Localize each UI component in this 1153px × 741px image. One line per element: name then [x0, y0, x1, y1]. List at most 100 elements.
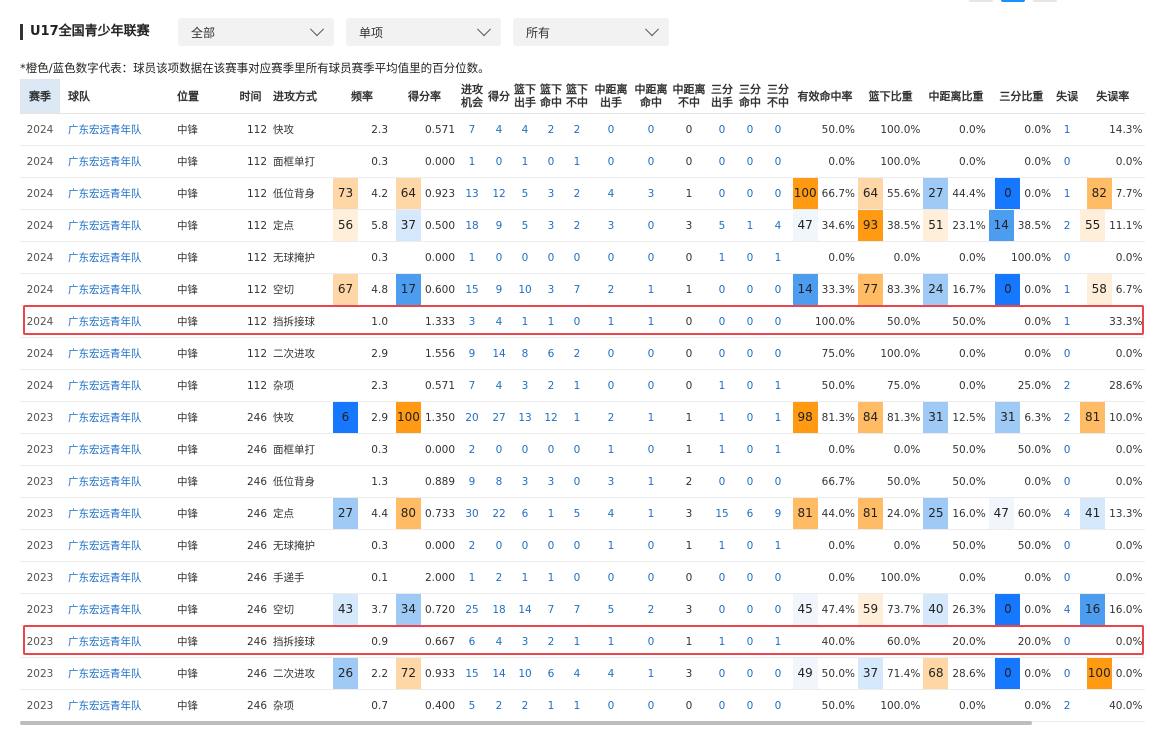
mid-attempts-link[interactable]: 2	[590, 273, 632, 306]
column-header[interactable]: 三分出手	[708, 79, 736, 114]
rim-makes-link[interactable]: 0	[538, 529, 564, 562]
mid-attempts-link[interactable]: 4	[590, 497, 632, 530]
rim-attempts-link[interactable]: 4	[512, 113, 538, 146]
rim-misses-link[interactable]: 0	[564, 433, 590, 466]
column-header[interactable]: 失误率	[1080, 79, 1146, 114]
column-header[interactable]: 篮下出手	[512, 79, 538, 114]
rim-attempts-link[interactable]: 0	[512, 433, 538, 466]
three-makes-link[interactable]: 0	[736, 273, 764, 306]
possessions-link[interactable]: 1	[458, 145, 486, 178]
column-header[interactable]: 进攻机会	[458, 79, 486, 114]
table-row[interactable]: 2024 广东宏远青年队 中锋 112 杂项 2.3 0.571 7 4 3 2 1 0 0 0 1 0 1 50.…	[20, 369, 1146, 402]
points-link[interactable]: 4	[486, 625, 512, 658]
possessions-link[interactable]: 9	[458, 465, 486, 498]
mid-attempts-link[interactable]: 0	[590, 337, 632, 370]
turnovers-link[interactable]: 1	[1054, 273, 1081, 306]
horizontal-scrollbar[interactable]	[20, 721, 1032, 725]
mid-makes-link[interactable]: 1	[632, 273, 670, 306]
column-header[interactable]: 篮下命中	[538, 79, 564, 114]
points-link[interactable]: 8	[486, 465, 512, 498]
three-attempts-link[interactable]: 1	[708, 241, 736, 274]
rim-misses-link[interactable]: 0	[564, 305, 590, 338]
points-link[interactable]: 18	[486, 593, 512, 626]
table-row[interactable]: 2023 广东宏远青年队 中锋 246 定点 27 4.4 80 0.733 30 22 6 1 5 4 1 3…	[20, 497, 1146, 530]
team-link[interactable]: 广东宏远青年队	[60, 337, 173, 370]
table-row[interactable]: 2024 广东宏远青年队 中锋 112 空切 67 4.8 17 0.600 15 9 10 3 7 2 1 1…	[20, 273, 1146, 306]
mid-makes-link[interactable]: 1	[632, 497, 670, 530]
turnovers-link[interactable]: 2	[1054, 209, 1081, 242]
points-link[interactable]: 0	[486, 145, 512, 178]
mid-attempts-link[interactable]: 0	[590, 561, 632, 594]
possessions-link[interactable]: 30	[458, 497, 486, 530]
team-link[interactable]: 广东宏远青年队	[60, 209, 173, 242]
three-misses-link[interactable]: 0	[764, 689, 792, 722]
turnovers-link[interactable]: 0	[1054, 625, 1081, 658]
rim-attempts-link[interactable]: 3	[512, 465, 538, 498]
rim-makes-link[interactable]: 1	[538, 497, 564, 530]
turnovers-link[interactable]: 4	[1054, 497, 1081, 530]
mid-attempts-link[interactable]: 1	[590, 305, 632, 338]
table-row[interactable]: 2023 广东宏远青年队 中锋 246 杂项 0.7 0.400 5 2 2 1 1 0 0 0 0 0 0 50.…	[20, 689, 1146, 722]
team-link[interactable]: 广东宏远青年队	[60, 433, 173, 466]
table-row[interactable]: 2023 广东宏远青年队 中锋 246 空切 43 3.7 34 0.720 25 18 14 7 7 5 2…	[20, 593, 1146, 626]
three-misses-link[interactable]: 0	[764, 465, 792, 498]
three-makes-link[interactable]: 0	[736, 401, 764, 434]
possessions-link[interactable]: 25	[458, 593, 486, 626]
mid-makes-link[interactable]: 1	[632, 657, 670, 690]
mid-attempts-link[interactable]: 0	[590, 145, 632, 178]
rim-attempts-link[interactable]: 6	[512, 497, 538, 530]
column-header[interactable]: 中距离命中	[632, 79, 670, 114]
rim-attempts-link[interactable]: 10	[512, 657, 538, 690]
column-header[interactable]: 时间	[228, 79, 273, 114]
mid-attempts-link[interactable]: 1	[590, 433, 632, 466]
three-misses-link[interactable]: 0	[764, 145, 792, 178]
team-link[interactable]: 广东宏远青年队	[60, 145, 173, 178]
possessions-link[interactable]: 7	[458, 369, 486, 402]
mid-makes-link[interactable]: 2	[632, 593, 670, 626]
rim-makes-link[interactable]: 2	[538, 369, 564, 402]
three-misses-link[interactable]: 1	[764, 529, 792, 562]
rim-misses-link[interactable]: 1	[564, 401, 590, 434]
turnovers-link[interactable]: 0	[1054, 241, 1081, 274]
points-link[interactable]: 4	[486, 305, 512, 338]
column-header[interactable]: 赛季	[20, 79, 60, 114]
column-header[interactable]: 进攻方式	[273, 79, 333, 114]
column-header[interactable]: 中距离比重	[923, 79, 989, 114]
column-header[interactable]: 球队	[60, 79, 173, 114]
possessions-link[interactable]: 2	[458, 529, 486, 562]
rim-attempts-link[interactable]: 3	[512, 625, 538, 658]
points-link[interactable]: 22	[486, 497, 512, 530]
rim-misses-link[interactable]: 7	[564, 273, 590, 306]
three-attempts-link[interactable]: 1	[708, 401, 736, 434]
possessions-link[interactable]: 13	[458, 177, 486, 210]
turnovers-link[interactable]: 2	[1054, 401, 1081, 434]
table-row[interactable]: 2023 广东宏远青年队 中锋 246 二次进攻 26 2.2 72 0.933 15 14 10 6 4…	[20, 657, 1146, 690]
three-makes-link[interactable]: 0	[736, 369, 764, 402]
points-link[interactable]: 2	[486, 689, 512, 722]
three-misses-link[interactable]: 9	[764, 497, 792, 530]
three-misses-link[interactable]: 0	[764, 561, 792, 594]
column-header[interactable]: 频率	[333, 79, 391, 114]
turnovers-link[interactable]: 2	[1054, 689, 1081, 722]
points-link[interactable]: 27	[486, 401, 512, 434]
three-makes-link[interactable]: 0	[736, 113, 764, 146]
mid-attempts-link[interactable]: 0	[590, 113, 632, 146]
table-row[interactable]: 2024 广东宏远青年队 中锋 112 快攻 2.3 0.571 7 4 4 2 2 0 0 0 0 0 0 50.…	[20, 113, 1146, 146]
turnovers-link[interactable]: 0	[1054, 433, 1081, 466]
mid-attempts-link[interactable]: 1	[590, 625, 632, 658]
rim-attempts-link[interactable]: 1	[512, 145, 538, 178]
three-attempts-link[interactable]: 1	[708, 433, 736, 466]
three-attempts-link[interactable]: 0	[708, 465, 736, 498]
category-filter[interactable]: 单项	[346, 18, 501, 46]
three-misses-link[interactable]: 0	[764, 657, 792, 690]
mid-makes-link[interactable]: 0	[632, 209, 670, 242]
three-attempts-link[interactable]: 0	[708, 113, 736, 146]
three-makes-link[interactable]: 0	[736, 625, 764, 658]
rim-makes-link[interactable]: 1	[538, 305, 564, 338]
team-link[interactable]: 广东宏远青年队	[60, 177, 173, 210]
table-row[interactable]: 2024 广东宏远青年队 中锋 112 二次进攻 2.9 1.556 9 14 8 6 2 0 0 0 0 0 0…	[20, 337, 1146, 370]
points-link[interactable]: 14	[486, 657, 512, 690]
rim-misses-link[interactable]: 1	[564, 625, 590, 658]
rim-makes-link[interactable]: 0	[538, 241, 564, 274]
table-row[interactable]: 2023 广东宏远青年队 中锋 246 挡拆接球 0.9 0.667 6 4 3 2 1 1 0 1 1 0 1 4…	[20, 625, 1146, 658]
